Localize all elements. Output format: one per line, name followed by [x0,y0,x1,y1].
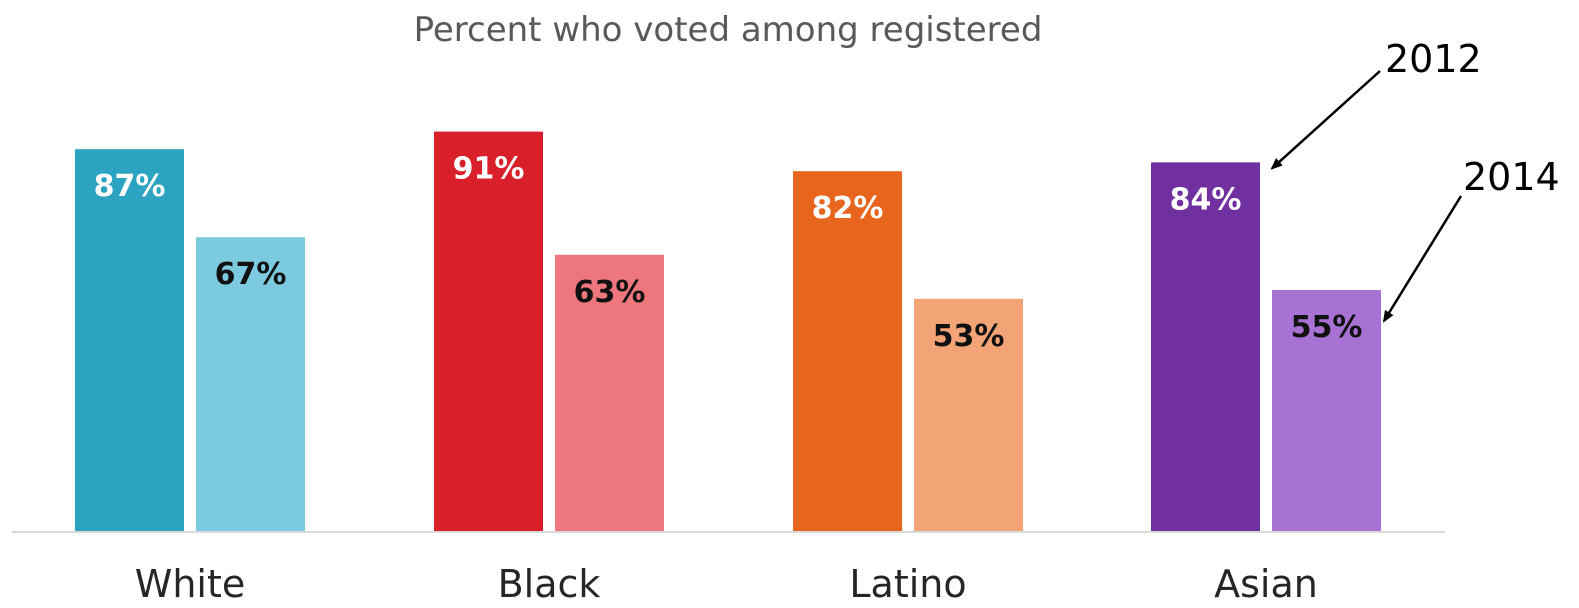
value-label-asian-2014: 55% [1291,310,1363,345]
category-label-white: White [135,562,246,606]
bar-asian-2012 [1151,162,1260,532]
value-label-black-2014: 63% [574,275,646,310]
callout-label-2012: 2012 [1385,37,1482,81]
value-label-white-2012: 87% [94,169,166,204]
category-label-latino: Latino [849,562,966,606]
callout-label-2014: 2014 [1463,155,1560,199]
callout-arrow-2014 [1382,195,1463,323]
value-labels-layer: 87% 67% 91% 63% 82% 53% 84% 55% [94,152,1363,354]
value-label-latino-2012: 82% [812,191,884,226]
category-labels-layer: White Black Latino Asian [135,562,1318,606]
bar-black-2012 [434,131,543,532]
bar-white-2012 [75,149,184,532]
chart-title: Percent who voted among registered [414,10,1043,50]
bars-layer [75,131,1381,533]
series-callouts: 2012 2014 [1270,37,1560,323]
value-label-latino-2014: 53% [933,319,1005,354]
category-label-asian: Asian [1214,562,1318,606]
value-label-asian-2012: 84% [1170,182,1242,217]
bar-white-2014 [196,237,305,532]
value-label-black-2012: 91% [453,152,525,187]
bar-latino-2012 [793,171,902,532]
value-label-white-2014: 67% [215,257,287,292]
bar-asian-2014 [1272,290,1381,532]
bar-black-2014 [555,254,664,533]
callout-arrow-2012 [1270,70,1381,170]
category-label-black: Black [498,562,601,606]
bar-latino-2014 [914,298,1023,532]
